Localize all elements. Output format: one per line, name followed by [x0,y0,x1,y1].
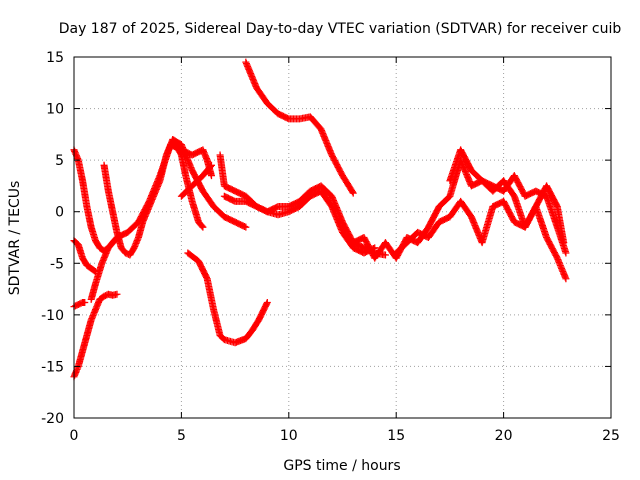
series-track-9 [184,249,271,347]
y-tick-label: 0 [55,205,64,221]
data-point [199,223,207,231]
data-point [560,239,568,247]
data-point [207,172,215,180]
x-tick-label: 10 [280,428,298,444]
grid-lines [74,57,611,418]
axis-ticks: 0 5 10 15 20 25 -20 -15 -10 -5 0 5 10 15 [41,50,620,444]
data-point [263,298,271,306]
y-tick-label: -20 [41,411,64,427]
series-track-8 [177,161,215,200]
series-track-14 [392,197,570,283]
series-track-15 [446,146,568,247]
data-point [198,222,206,230]
y-tick-label: 15 [46,50,64,66]
y-tick-label: -5 [50,256,64,272]
data-point [242,223,250,231]
series-track-11 [220,182,389,259]
data-point [207,162,215,170]
x-tick-label: 15 [387,428,405,444]
y-tick-label: -15 [41,359,64,375]
y-axis-label: SDTVAR / TECUs [7,181,23,296]
chart-title: Day 187 of 2025, Sidereal Day-to-day VTE… [59,21,622,37]
y-tick-label: 5 [55,153,64,169]
x-tick-label: 20 [495,428,513,444]
x-tick-label: 5 [177,428,186,444]
data-point [207,161,215,169]
series-track-7 [169,136,250,231]
plot-frame [73,56,612,419]
data-point [81,298,89,306]
data-point [113,290,121,298]
data-point [348,188,356,196]
data-point [562,249,570,257]
data-point [349,189,357,197]
series-track-6 [100,136,207,259]
y-tick-label: 10 [46,102,64,118]
x-axis-label: GPS time / hours [283,458,400,474]
x-tick-label: 0 [70,428,79,444]
data-point [381,251,389,259]
data-series [70,58,570,381]
x-tick-label: 25 [602,428,620,444]
y-tick-label: -10 [41,308,64,324]
data-point [562,275,570,283]
data-point [263,300,271,308]
series-track-12 [242,58,357,197]
series-track-1 [70,290,121,381]
series-track-2 [70,298,89,311]
